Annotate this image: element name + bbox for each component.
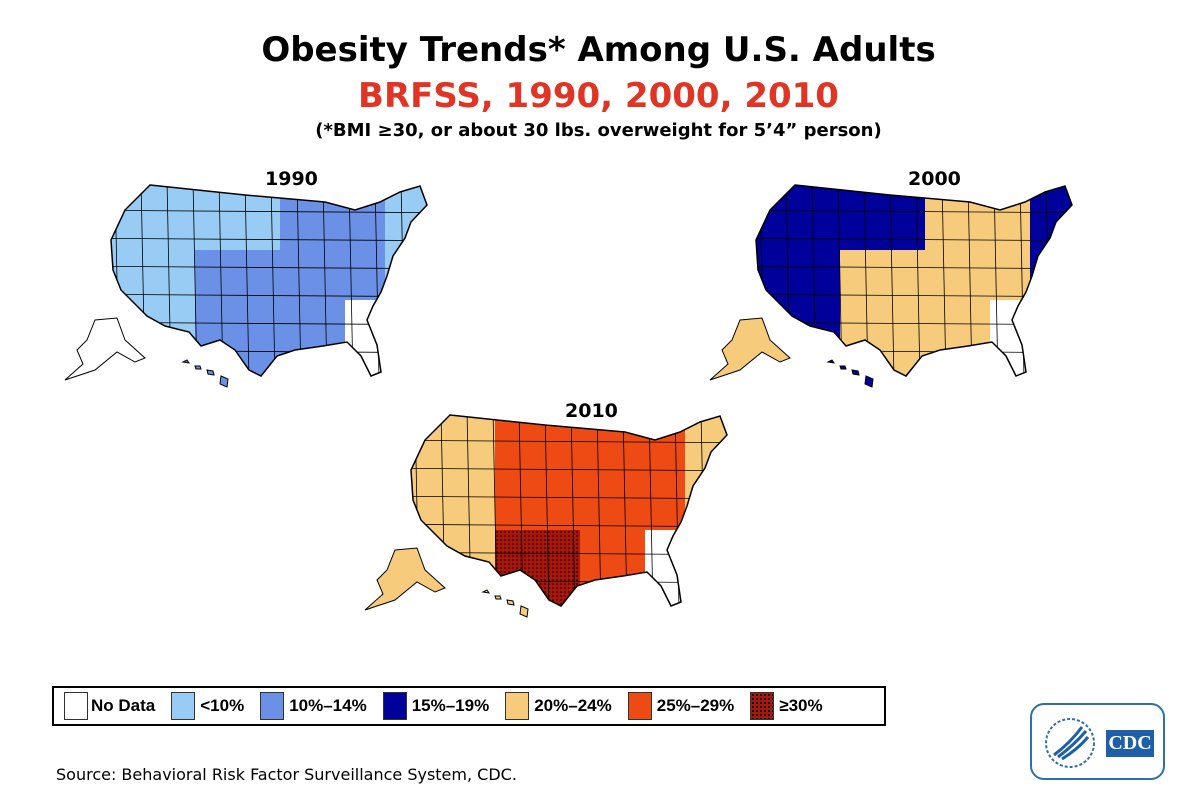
us-map-1990 — [55, 184, 475, 388]
us-outline — [755, 184, 1073, 377]
subtitle: BRFSS, 1990, 2000, 2010 — [358, 76, 839, 116]
region-northcentral — [495, 415, 580, 480]
region-west — [111, 185, 195, 376]
footnote: (*BMI ≥30, or about 30 lbs. overweight f… — [315, 120, 882, 141]
state-border — [244, 185, 250, 376]
legend-label: ≥30% — [779, 696, 823, 715]
region-east — [925, 185, 1030, 376]
legend-item: <10% — [171, 692, 244, 720]
state-alaska — [709, 317, 791, 381]
state-border — [270, 185, 276, 376]
cdc-wordmark: CDC — [1106, 730, 1154, 757]
state-border — [544, 415, 550, 606]
state-alaska — [64, 317, 146, 381]
state-border — [915, 185, 921, 376]
legend-swatch — [64, 692, 88, 720]
legend-swatch — [750, 692, 775, 720]
state-border — [700, 378, 1120, 381]
region-northeast — [1030, 185, 1072, 376]
legend-label: 15%–19% — [411, 696, 490, 715]
state-border — [355, 608, 775, 611]
state-border — [296, 185, 302, 376]
legend-item: No Data — [64, 692, 155, 720]
state-border — [596, 415, 602, 606]
region-central — [495, 480, 580, 530]
cdc-logo: CDC — [1030, 703, 1165, 780]
legend-swatch — [382, 692, 407, 720]
state-hawaii — [481, 589, 529, 618]
us-outline — [110, 184, 428, 377]
legend-item: 25%–29% — [627, 692, 735, 720]
state-hawaii — [826, 359, 874, 388]
legend-label: 20%–24% — [534, 696, 612, 715]
region-east — [580, 415, 685, 606]
us-outline — [410, 414, 728, 607]
legend-swatch — [171, 692, 196, 720]
region-northeast — [385, 185, 427, 376]
legend-label: <10% — [200, 696, 245, 715]
state-border — [55, 378, 475, 381]
map-year-2000: 2000 — [908, 168, 961, 190]
legend-swatch — [627, 692, 652, 720]
map-year-2010: 2010 — [565, 400, 618, 422]
state-hawaii — [181, 359, 229, 388]
legend-label: 10%–14% — [289, 696, 367, 715]
map-year-1990: 1990 — [265, 168, 318, 190]
region-central — [195, 250, 280, 300]
region-northeast — [685, 415, 727, 606]
legend-swatch — [505, 692, 530, 720]
region-west — [756, 185, 840, 376]
source-note: Source: Behavioral Risk Factor Surveilla… — [56, 765, 517, 784]
state-border — [941, 185, 947, 376]
state-border — [726, 415, 727, 606]
title: Obesity Trends* Among U.S. Adults — [261, 30, 936, 70]
state-border — [1071, 185, 1072, 376]
region-east — [280, 185, 385, 376]
region-northcentral — [840, 185, 925, 250]
legend-item: ≥30% — [750, 692, 823, 720]
legend-label: 25%–29% — [656, 696, 735, 715]
legend-swatch — [260, 692, 285, 720]
region-west — [411, 415, 495, 606]
hhs-eagle-icon — [1045, 718, 1095, 768]
legend-item: 15%–19% — [382, 692, 490, 720]
legend-label: No Data — [91, 696, 156, 715]
state-alaska — [364, 547, 446, 611]
state-border — [889, 185, 895, 376]
us-map-2010 — [355, 414, 775, 618]
legend-item: 20%–24% — [505, 692, 612, 720]
region-northcentral — [195, 185, 280, 250]
us-map-2000 — [700, 184, 1120, 388]
legend: No Data <10% 10%–14% 15%–19% 20%–24% 25%–29% ≥… — [52, 686, 886, 726]
state-border — [426, 185, 427, 376]
state-border — [570, 415, 576, 606]
region-central — [840, 250, 925, 300]
legend-item: 10%–14% — [260, 692, 367, 720]
